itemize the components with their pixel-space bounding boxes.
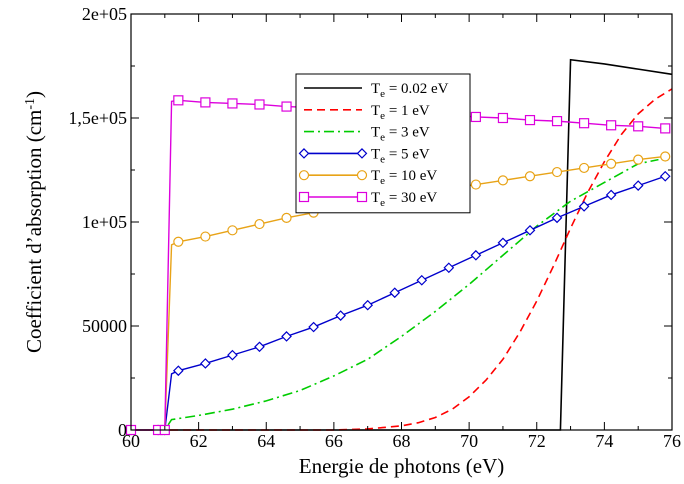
series-3-point	[605, 189, 617, 201]
series-5-point	[254, 99, 265, 110]
series-4-point	[254, 218, 265, 230]
series-3-point	[308, 321, 319, 333]
series-3-point	[335, 310, 346, 321]
series-3-point	[172, 365, 184, 377]
series-3-point	[416, 274, 428, 286]
legend-label-1: Te = 1 eV	[371, 103, 430, 122]
series-5-point	[497, 112, 509, 124]
y-tick-label: 1e+05	[82, 212, 127, 232]
x-tick-label: 72	[528, 431, 546, 451]
x-tick-label: 62	[190, 431, 208, 451]
series-3-point	[632, 180, 644, 191]
legend: Te = 0.02 eV Te = 1 eV Te = 3 eV Te = 5 eV T…	[295, 73, 471, 214]
series-5-point	[633, 121, 644, 132]
tick-layer: 60 62 64 66 68 70 72 74 76 0 50000 1e+05 1,5e+05 2e+0…	[68, 4, 681, 451]
series-4-point	[660, 151, 671, 162]
series-4-point	[606, 158, 617, 169]
x-tick-label: 68	[393, 431, 411, 451]
series-5-point	[551, 116, 563, 127]
series-3-point	[659, 170, 671, 182]
series-3-point	[551, 212, 563, 224]
series-3-point	[443, 262, 455, 274]
y-axis-title-close: )	[22, 91, 46, 98]
x-axis-title: Energie de photons (eV)	[299, 454, 504, 478]
legend-marker-4	[298, 170, 310, 181]
x-tick-label: 66	[325, 431, 343, 451]
series-5-point	[606, 120, 617, 131]
legend-marker-5	[298, 191, 310, 203]
x-tick-label: 64	[257, 431, 275, 451]
series-3-point	[497, 237, 509, 249]
series-4-point	[281, 212, 292, 223]
y-tick-label: 2e+05	[82, 4, 127, 24]
series-3-point	[254, 341, 265, 353]
y-axis-title-main: Coefficient d’absorption (cm	[22, 110, 46, 353]
series-4-point	[470, 179, 481, 190]
series-4-point	[633, 154, 644, 165]
series-5-point	[660, 123, 671, 134]
legend-marker-5	[356, 191, 368, 203]
series-4-point	[497, 175, 509, 186]
y-axis-title: Coefficient d’absorption (cm-1)	[22, 91, 46, 353]
series-line-2	[131, 158, 659, 431]
series-4-point	[173, 236, 184, 247]
x-tick-label: 70	[460, 431, 478, 451]
series-3-point	[470, 249, 482, 261]
x-tick-label: 74	[595, 431, 613, 451]
series-5-point	[227, 98, 238, 109]
series-3-point	[389, 287, 401, 299]
series-5-point	[578, 118, 590, 129]
series-4-point	[200, 231, 211, 242]
legend-label-2: Te = 3 eV	[371, 125, 430, 144]
y-axis-title-sup: -1	[23, 98, 38, 110]
series-3-point	[200, 358, 211, 369]
series-5-point	[470, 111, 481, 123]
series-5-point	[524, 114, 536, 126]
y-tick-label: 1,5e+05	[68, 108, 127, 128]
legend-label-5: Te = 30 eV	[371, 190, 437, 209]
series-5-point	[200, 97, 211, 108]
series-3-point	[524, 224, 536, 236]
legend-label-3: Te = 5 eV	[371, 146, 430, 165]
x-tick-label: 76	[663, 431, 681, 451]
series-4-point	[578, 162, 590, 174]
series-3-point	[281, 331, 292, 342]
x-tick-label: 60	[122, 431, 140, 451]
legend-marker-3	[356, 148, 368, 159]
legend-box	[295, 73, 471, 214]
series-4-point	[227, 225, 238, 236]
series-4-point	[524, 171, 536, 182]
series-5-point	[173, 95, 184, 106]
legend-marker-3	[298, 148, 310, 159]
y-tick-label: 0	[118, 420, 127, 440]
series-3-point	[578, 201, 590, 212]
series-4-point	[551, 166, 563, 178]
series-3-point	[227, 349, 238, 361]
series-3-point	[362, 299, 374, 311]
y-tick-label: 50000	[82, 316, 127, 336]
legend-marker-4	[356, 170, 368, 181]
series-5-point	[281, 101, 292, 112]
legend-label-0: Te = 0.02 eV	[371, 81, 449, 100]
legend-label-4: Te = 10 eV	[371, 168, 437, 187]
